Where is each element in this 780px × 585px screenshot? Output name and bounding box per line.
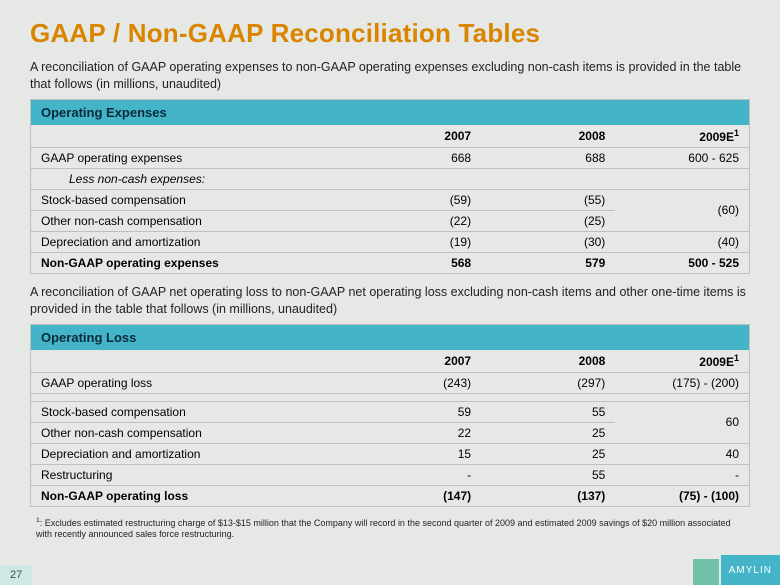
table-row: Depreciation and amortization (19) (30) …: [31, 231, 750, 252]
col-2007: 2007: [347, 350, 481, 373]
table-row: Depreciation and amortization 15 25 40: [31, 443, 750, 464]
merged-cell: (60): [615, 189, 749, 231]
operating-expenses-table: 2007 2008 2009E1 GAAP operating expenses…: [30, 125, 750, 274]
footnote: 1: Excludes estimated restructuring char…: [30, 517, 750, 541]
table-row: Less non-cash expenses:: [31, 168, 750, 189]
table-header-row: 2007 2008 2009E1: [31, 350, 750, 373]
col-2008: 2008: [481, 125, 615, 148]
logo-text: AMYLIN: [721, 555, 780, 585]
table-header-row: 2007 2008 2009E1: [31, 125, 750, 148]
table-total-row: Non-GAAP operating loss (147) (137) (75)…: [31, 485, 750, 506]
merged-cell: 60: [615, 401, 749, 443]
table-row: Stock-based compensation 59 55 60: [31, 401, 750, 422]
table-row: Restructuring - 55 -: [31, 464, 750, 485]
spacer-row: [31, 393, 750, 401]
operating-loss-table: 2007 2008 2009E1 GAAP operating loss (24…: [30, 350, 750, 507]
logo-square-icon: [693, 559, 719, 585]
table-total-row: Non-GAAP operating expenses 568 579 500 …: [31, 252, 750, 273]
section-header-expenses: Operating Expenses: [30, 99, 750, 125]
table-row: GAAP operating loss (243) (297) (175) - …: [31, 372, 750, 393]
col-2007: 2007: [347, 125, 481, 148]
brand-logo: AMYLIN: [693, 555, 780, 585]
page-number: 27: [0, 565, 32, 585]
table-row: Stock-based compensation (59) (55) (60): [31, 189, 750, 210]
table-row: GAAP operating expenses 668 688 600 - 62…: [31, 147, 750, 168]
col-2009: 2009E1: [615, 125, 749, 148]
slide: GAAP / Non-GAAP Reconciliation Tables A …: [0, 0, 780, 585]
table-2-wrap: Operating Loss 2007 2008 2009E1 GAAP ope…: [30, 324, 750, 507]
intro-text-1: A reconciliation of GAAP operating expen…: [30, 59, 750, 93]
slide-title: GAAP / Non-GAAP Reconciliation Tables: [30, 18, 750, 49]
col-2008: 2008: [481, 350, 615, 373]
table-1-wrap: Operating Expenses 2007 2008 2009E1 GAAP…: [30, 99, 750, 274]
section-header-loss: Operating Loss: [30, 324, 750, 350]
less-non-cash-label: Less non-cash expenses:: [31, 168, 347, 189]
intro-text-2: A reconciliation of GAAP net operating l…: [30, 284, 750, 318]
col-2009: 2009E1: [615, 350, 749, 373]
